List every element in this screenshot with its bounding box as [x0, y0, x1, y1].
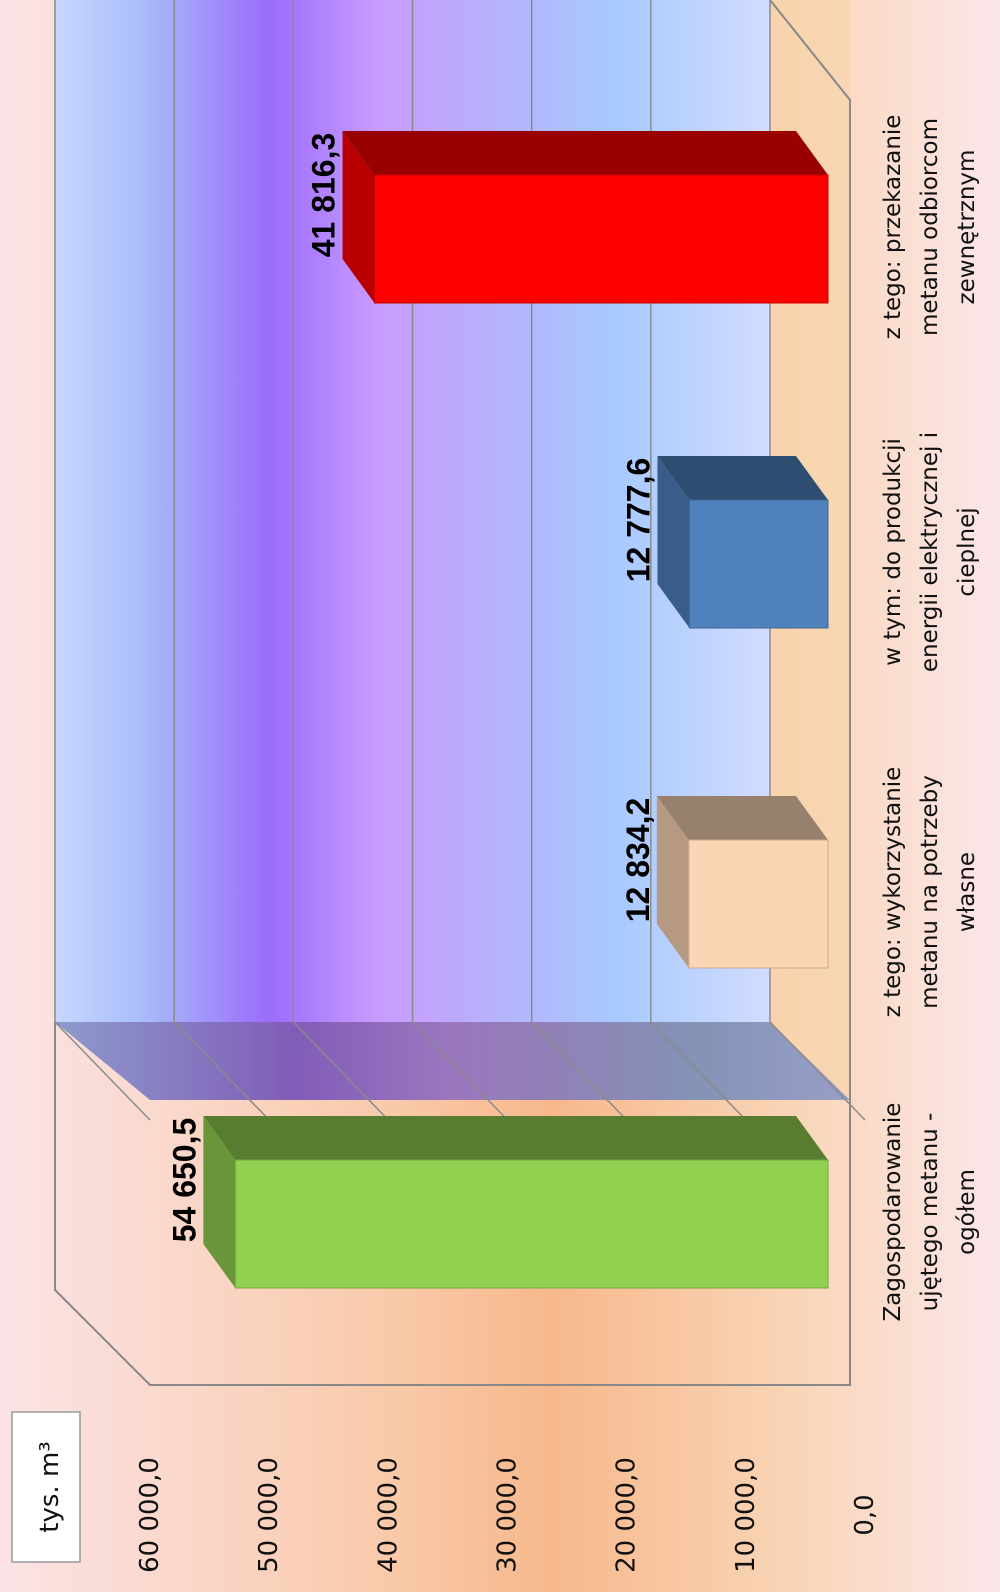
bars [203, 131, 829, 1289]
y-tick-label: 40 000,0 [373, 1457, 403, 1573]
category-label: z tego: przekazanie [880, 115, 906, 340]
category-label: zewnętrznym [954, 150, 980, 305]
data-labels: 54 650,5 12 834,2 12 777,6 41 816,3 [166, 133, 656, 1243]
category-label: metanu odbiorcom [917, 118, 943, 336]
bar-side-face [203, 1116, 829, 1160]
category-label: Zagospodarowanie [880, 1103, 906, 1322]
data-label: 41 816,3 [306, 133, 342, 258]
bar-side-face [657, 456, 828, 500]
bar [342, 131, 829, 304]
data-label: 12 834,2 [620, 798, 656, 923]
y-tick-label: 50 000,0 [254, 1457, 284, 1573]
gridline-depth [173, 1021, 270, 1121]
bar-front-face [688, 499, 829, 629]
category-label: z tego: wykorzystanie [880, 767, 906, 1018]
category-label: ogółem [954, 1169, 980, 1255]
bar [656, 796, 829, 969]
y-tick-label: 10 000,0 [731, 1457, 761, 1573]
bar-side-face [656, 796, 828, 840]
bar-side-face [342, 131, 828, 175]
plot-floor-edge [54, 0, 851, 1386]
bar [203, 1116, 829, 1289]
bar-end-face [656, 796, 689, 968]
bar-end-face [657, 456, 690, 628]
bar-front-face [374, 174, 829, 304]
category-label: w tym: do produkcji [880, 438, 906, 666]
value-axis-ticks: 0,0 10 000,0 20 000,0 30 000,0 40 000,0 50 00… [135, 1457, 880, 1573]
bar-front-face [234, 1159, 829, 1289]
bar-front-face [688, 839, 829, 969]
category-labels: Zagospodarowanie ujętego metanu - ogółem z … [880, 115, 980, 1322]
data-label: 12 777,6 [620, 458, 656, 583]
plot-side-wall [55, 1022, 850, 1100]
y-tick-label: 60 000,0 [135, 1457, 165, 1573]
bar-end-face [203, 1116, 236, 1288]
unit-label: tys. m³ [35, 1441, 65, 1532]
gridline-depth [54, 1021, 151, 1121]
data-label: 54 650,5 [166, 1118, 202, 1243]
gridline-depth [411, 1021, 509, 1121]
unit-label-box [11, 1411, 81, 1563]
bar-end-face [342, 131, 375, 303]
category-label: metanu na potrzeby [917, 775, 943, 1009]
category-label: energii elektrycznej i [917, 432, 943, 672]
category-label: ujętego metanu - [917, 1113, 943, 1312]
y-tick-label: 0,0 [850, 1494, 880, 1535]
y-tick-label: 20 000,0 [612, 1457, 642, 1573]
gridline-depth [769, 1021, 866, 1121]
gridline-depth [531, 1021, 628, 1121]
gridline-depth [292, 1021, 389, 1121]
category-label: własne [954, 852, 980, 932]
gridline-depth [650, 1021, 747, 1121]
bar [657, 456, 829, 629]
category-label: cieplnej [954, 507, 980, 596]
y-tick-label: 30 000,0 [493, 1457, 523, 1573]
